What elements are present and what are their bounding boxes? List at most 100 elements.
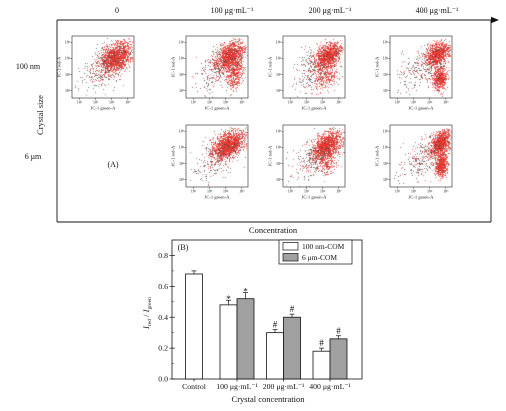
y-tick-label: 10⁴ (179, 57, 185, 61)
plot-frame (282, 124, 346, 188)
plot-y-axis-label: JC-1 red-A (375, 145, 380, 166)
plot-x-axis-label: JC-1 green-A (302, 195, 328, 200)
x-tick-label: 10³ (411, 190, 417, 194)
plot-frame (185, 124, 249, 188)
panel-b: (B) Ired / Igreen Crystal concentration … (141, 239, 363, 404)
column-header-200: 200 μg·mL⁻¹ (309, 6, 352, 15)
significance-marker-6um-2: # (290, 304, 295, 314)
panel-a-label: (A) (107, 160, 118, 169)
x-tick-label: 10² (288, 101, 294, 105)
row-axis-title: Crystal size (35, 95, 45, 135)
y-tick-label: 10⁵ (383, 130, 389, 134)
x-tick-label: 10² (191, 190, 197, 194)
plot-frame (185, 35, 249, 99)
column-header-100: 100 μg·mL⁻¹ (211, 6, 254, 15)
y-tick-label: 10³ (179, 162, 185, 166)
x-tick-label: 10⁵ (336, 101, 342, 105)
y-tick-label: 10⁵ (179, 130, 185, 134)
significance-marker-6um-3: # (336, 326, 341, 336)
plot-frame (389, 124, 453, 188)
plot-y-axis-label: JC-1 red-A (171, 145, 176, 166)
bar-chart-plot: 0.0 0.2 0.4 0.6 0.8 Control 100 μg·mL⁻¹ * * 200 μ… (158, 251, 351, 391)
column-header-400: 400 μg·mL⁻¹ (416, 6, 459, 15)
plot-x-axis-label: JC-1 green-A (205, 195, 231, 200)
x-tick-label: 10² (191, 101, 197, 105)
y-axis-title: Ired / Igreen (141, 297, 153, 330)
significance-marker-100nm-2: # (273, 320, 278, 330)
x-tick-label: 10³ (304, 101, 310, 105)
x-tick-label: 10⁵ (336, 190, 342, 194)
row-label-6um: 6 μm (25, 152, 42, 161)
y-tick-label: 10⁴ (179, 146, 185, 150)
x-tick-label: Control (182, 382, 207, 391)
legend: 100 nm-COM 6 μm-COM (278, 239, 353, 265)
y-tick-label: 0.2 (158, 344, 168, 353)
column-axis-title: Concentration (249, 225, 298, 235)
y-tick-label: 10⁴ (65, 57, 71, 61)
bar-100nm-2 (266, 332, 284, 380)
y-tick-label: 10³ (383, 162, 389, 166)
y-axis-title-subscript-red: red (147, 319, 153, 326)
flow-dot-cloud (390, 36, 452, 98)
x-tick-label: 10² (395, 101, 401, 105)
y-tick-label: 10⁵ (179, 41, 185, 45)
panel-a: 0 100 μg·mL⁻¹ 200 μg·mL⁻¹ 400 μg·mL⁻¹ 10… (16, 6, 499, 235)
significance-marker-100nm-1: * (226, 294, 231, 304)
y-tick-label: 0.0 (158, 375, 168, 384)
y-tick-label: 10² (276, 178, 282, 182)
flow-dot-plot-row2-col3: 10² 10² 10³ 10³ 10⁴ 10⁴ 10⁵ 10⁵ JC-1 green-A JC-1… (268, 124, 346, 200)
x-tick-label: 10⁵ (125, 101, 131, 105)
x-tick-label: 10⁴ (223, 101, 229, 105)
x-tick-label: 10⁵ (443, 101, 449, 105)
y-tick-label: 0.6 (158, 282, 168, 291)
x-tick-label: 10⁵ (443, 190, 449, 194)
plot-x-axis-label: JC-1 green-A (409, 195, 435, 200)
legend-label-100nm: 100 nm-COM (302, 242, 345, 251)
column-header-0: 0 (115, 6, 119, 15)
x-tick-label: 10² (77, 101, 83, 105)
y-tick-label: 10⁴ (276, 57, 282, 61)
flow-dot-plot-row1-col4: 10² 10² 10³ 10³ 10⁴ 10⁴ 10⁵ 10⁵ JC-1 green-A JC-1… (375, 35, 453, 111)
bar-100nm-0 (185, 273, 203, 380)
y-axis-title-symbol: I (141, 325, 151, 330)
x-tick-label: 10⁴ (427, 190, 433, 194)
x-tick-label: 10⁴ (223, 190, 229, 194)
y-tick-label: 10² (179, 89, 185, 93)
plot-y-axis-label: JC-1 red-A (375, 56, 380, 77)
plot-x-axis-label: JC-1 green-A (409, 106, 435, 111)
y-tick-label: 10⁴ (383, 57, 389, 61)
y-tick-label: 10⁴ (276, 146, 282, 150)
flow-dot-plot-row1-col2: 10² 10² 10³ 10³ 10⁴ 10⁴ 10⁵ 10⁵ JC-1 green-A JC-1… (171, 35, 249, 111)
x-tick-label: 10⁴ (320, 101, 326, 105)
y-tick-label: 10⁵ (383, 41, 389, 45)
flow-dot-cloud (283, 125, 345, 187)
legend-label-6um: 6 μm-COM (302, 253, 337, 262)
legend-swatch-100nm (282, 242, 299, 251)
y-tick-label: 10² (383, 89, 389, 93)
plot-y-axis-label: JC-1 red-A (57, 56, 62, 77)
y-tick-label: 0.4 (158, 313, 168, 322)
y-tick-label: 10³ (383, 73, 389, 77)
y-tick-label: 10² (383, 178, 389, 182)
bar-6um-2 (283, 316, 301, 380)
y-tick-label: 10⁵ (65, 41, 71, 45)
flow-dot-cloud (72, 36, 134, 98)
y-axis-title-subscript-green: green (147, 297, 153, 310)
y-tick-label: 10² (276, 89, 282, 93)
x-tick-label: 10³ (93, 101, 99, 105)
flow-dot-plot-row1-col1: 10² 10² 10³ 10³ 10⁴ 10⁴ 10⁵ 10⁵ JC-1 green-A JC-1… (57, 35, 135, 111)
bar-6um-1 (236, 298, 255, 380)
y-axis-title-symbol: I (141, 308, 151, 313)
y-tick-label: 10³ (276, 162, 282, 166)
significance-marker-6um-1: * (243, 287, 248, 297)
flow-dot-plot-row1-col3: 10² 10² 10³ 10³ 10⁴ 10⁴ 10⁵ 10⁵ JC-1 green-A JC-1… (268, 35, 346, 111)
x-tick-label: 10³ (207, 101, 213, 105)
y-tick-label: 10³ (179, 73, 185, 77)
y-tick-label: 0.8 (158, 251, 168, 260)
y-tick-label: 10³ (276, 73, 282, 77)
plot-y-axis-label: JC-1 red-A (268, 145, 273, 166)
y-axis-title-separator: / (141, 312, 151, 319)
x-tick-label: 10³ (207, 190, 213, 194)
